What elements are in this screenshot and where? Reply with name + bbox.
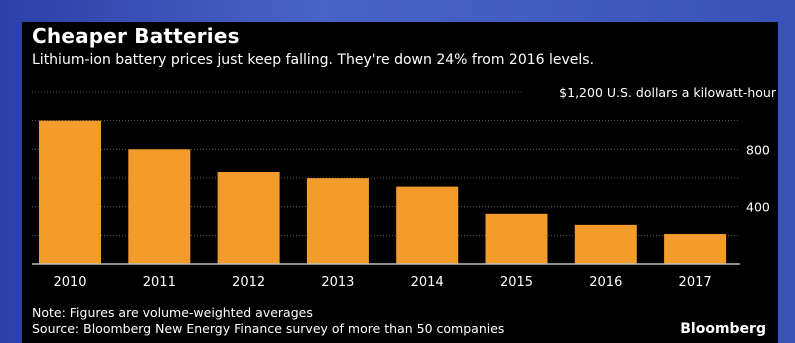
y-axis-top-label: $1,200 U.S. dollars a kilowatt-hour <box>559 85 777 100</box>
bar-2011 <box>128 149 191 264</box>
y-tick-label: 400 <box>746 200 770 215</box>
bar-2016 <box>574 224 637 264</box>
x-tick-label: 2013 <box>321 275 354 290</box>
y-tick-label: 800 <box>746 142 770 157</box>
bloomberg-logo: Bloomberg <box>680 321 766 337</box>
chart-subtitle: Lithium-ion battery prices just keep fal… <box>32 52 595 68</box>
chart-title: Cheaper Batteries <box>32 24 240 48</box>
x-tick-label: 2010 <box>53 275 86 290</box>
bar-2014 <box>396 186 459 264</box>
x-tick-label: 2012 <box>232 275 265 290</box>
chart-note: Note: Figures are volume-weighted averag… <box>32 305 313 320</box>
bar-2012 <box>217 171 280 264</box>
bar-chart: $1,200 U.S. dollars a kilowatt-hour 400 80… <box>32 85 777 290</box>
x-tick-label: 2015 <box>500 275 533 290</box>
x-tick-label: 2016 <box>589 275 622 290</box>
x-tick-label: 2011 <box>143 275 176 290</box>
chart-source: Source: Bloomberg New Energy Finance sur… <box>32 321 505 336</box>
bar-2013 <box>306 178 369 264</box>
x-tick-label: 2017 <box>679 275 712 290</box>
bar-2017 <box>664 234 727 264</box>
x-tick-label: 2014 <box>411 275 444 290</box>
chart-panel: Cheaper Batteries Lithium-ion battery pr… <box>22 22 778 343</box>
bar-2015 <box>485 213 548 264</box>
bar-2010 <box>39 120 101 265</box>
